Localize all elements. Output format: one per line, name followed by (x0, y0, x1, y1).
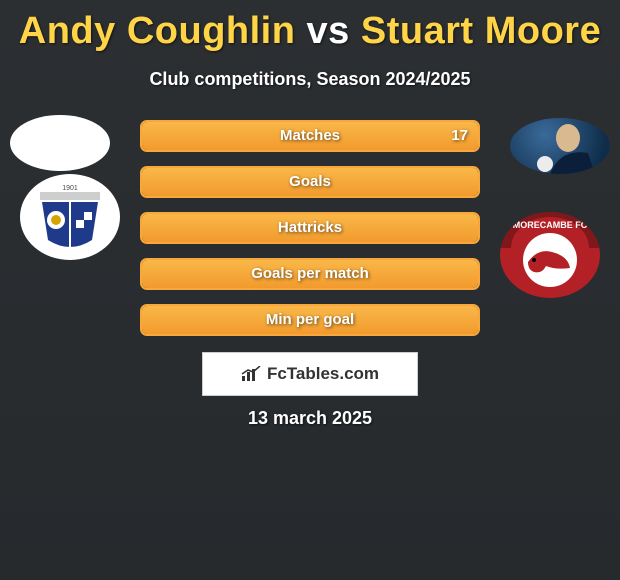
stat-row: Matches17 (140, 120, 480, 152)
watermark: FcTables.com (202, 352, 418, 396)
stat-label: Matches (142, 127, 478, 144)
title-player-a: Andy Coughlin (19, 10, 296, 52)
stat-label: Goals per match (142, 265, 478, 282)
stats-panel: Matches17 Goals Hattricks Goals per match Mi… (0, 120, 620, 350)
stat-row: Goals (140, 166, 480, 198)
page-title: Andy Coughlin vs Stuart Moore (0, 0, 620, 53)
stat-label: Goals (142, 173, 478, 190)
stat-label: Min per goal (142, 311, 478, 328)
title-player-b: Stuart Moore (361, 10, 601, 52)
date-label: 13 march 2025 (0, 408, 620, 429)
watermark-text: FcTables.com (267, 364, 379, 384)
title-vs: vs (307, 10, 350, 52)
stat-row: Min per goal (140, 304, 480, 336)
chart-icon (241, 366, 261, 382)
stat-label: Hattricks (142, 219, 478, 236)
stat-value-right: 17 (451, 127, 468, 144)
subtitle: Club competitions, Season 2024/2025 (0, 69, 620, 90)
stat-row: Hattricks (140, 212, 480, 244)
stat-row: Goals per match (140, 258, 480, 290)
